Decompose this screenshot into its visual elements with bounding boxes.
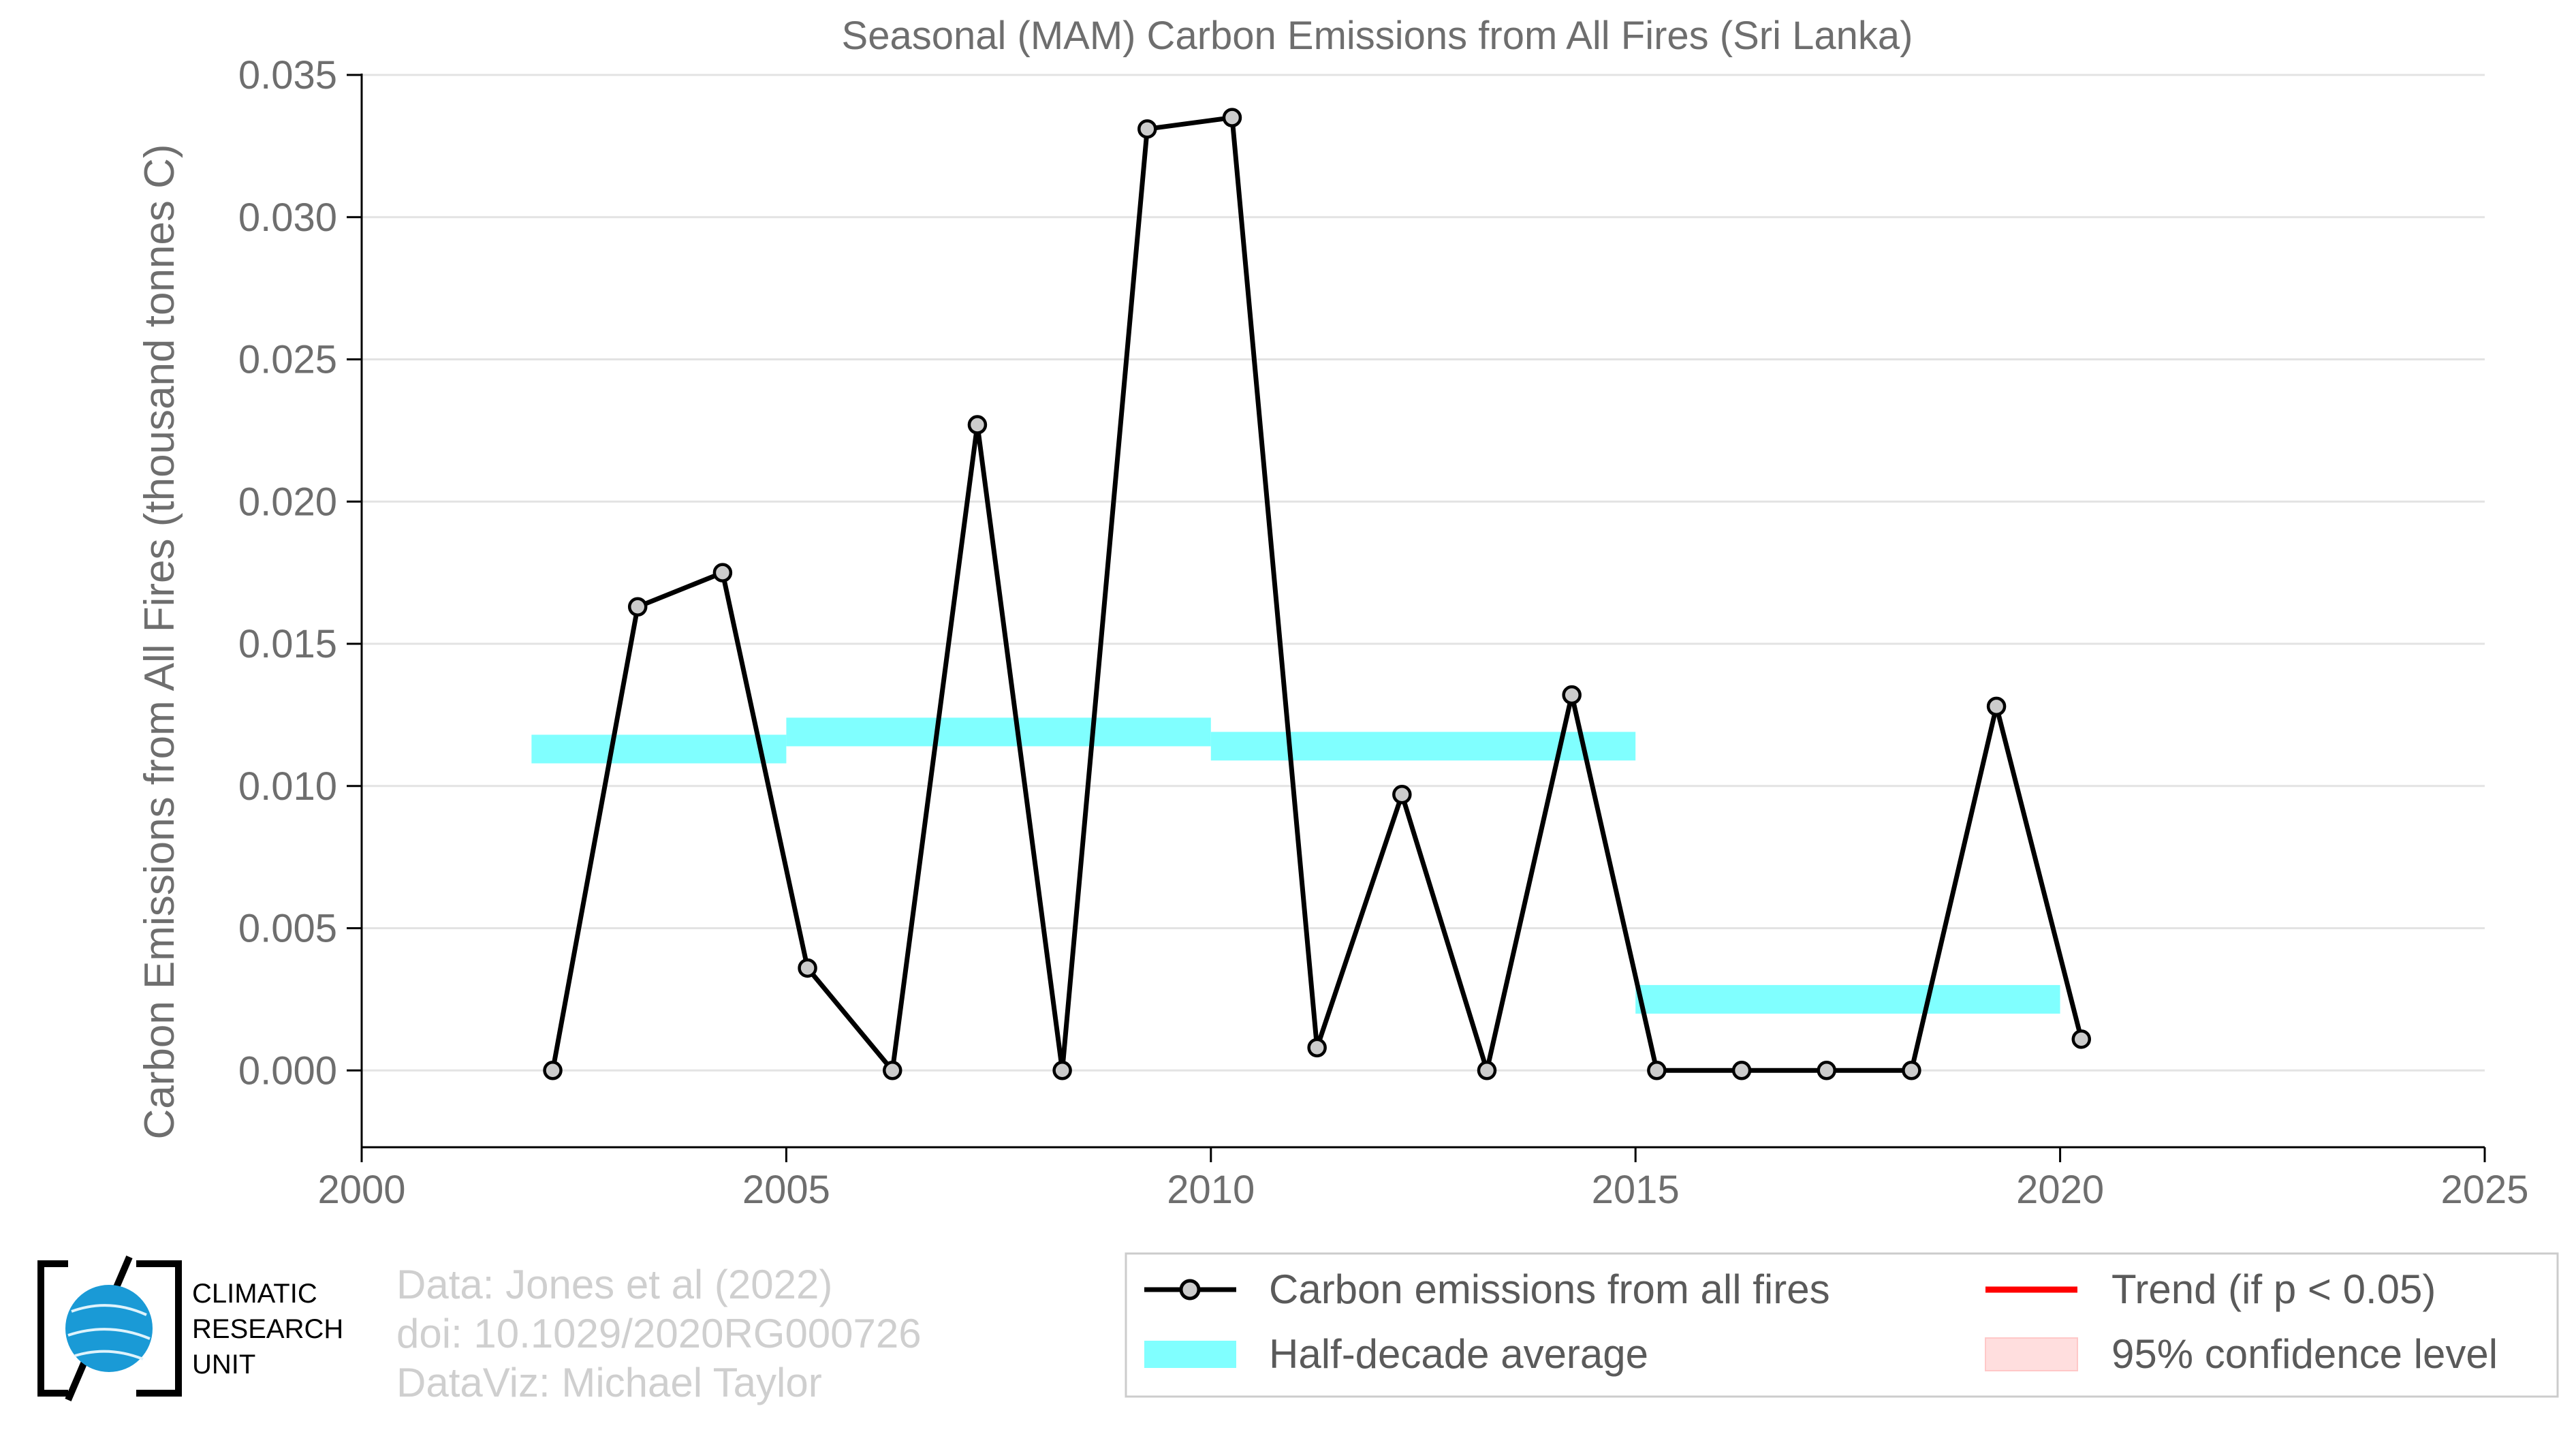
legend-marker-icon xyxy=(1179,1279,1201,1301)
data-point xyxy=(1222,108,1242,127)
x-tick-label: 2020 xyxy=(2016,1168,2104,1212)
y-tick-label: 0.035 xyxy=(238,53,337,97)
cru-logo: CLIMATIC RESEARCH UNIT xyxy=(37,1256,343,1401)
y-tick-label: 0.005 xyxy=(238,907,337,951)
half-decade-average-bar xyxy=(531,734,787,764)
logo-right-bracket xyxy=(136,1260,182,1397)
y-tick-label: 0.000 xyxy=(238,1048,337,1093)
logo-left-bracket xyxy=(37,1260,68,1397)
half-decade-average-bar xyxy=(1210,732,1636,761)
data-point xyxy=(1731,1061,1752,1080)
half-decade-average-bars xyxy=(531,717,2060,1014)
axes: 0.000 0.005 0.010 0.015 0.020 0.025 0.030 0.035… xyxy=(238,53,2529,1212)
x-tick-label: 2025 xyxy=(2440,1168,2528,1212)
x-tick-label: 2000 xyxy=(317,1168,405,1212)
series-line-layer xyxy=(543,108,2092,1080)
credit-dataviz: DataViz: Michael Taylor xyxy=(396,1360,822,1405)
data-point xyxy=(1477,1061,1497,1080)
half-decade-average-bar xyxy=(1635,984,2060,1014)
data-point xyxy=(1392,785,1412,805)
half-decade-average-bar xyxy=(786,717,1211,747)
y-tick-label: 0.030 xyxy=(238,196,337,240)
data-point xyxy=(1647,1061,1667,1080)
legend-confidence-box-icon xyxy=(1985,1337,2078,1371)
legend-half-decade-band-icon xyxy=(1144,1341,1236,1368)
legend-label-confidence: 95% confidence level xyxy=(2111,1331,2498,1377)
data-point xyxy=(798,958,817,978)
logo-text-line1: CLIMATIC xyxy=(192,1279,317,1309)
legend-label-carbon-emissions: Carbon emissions from all fires xyxy=(1269,1266,1830,1312)
y-axis-label: Carbon Emissions from All Fires (thousan… xyxy=(136,144,183,1139)
x-tick-label: 2010 xyxy=(1167,1168,1255,1212)
globe-lines-icon xyxy=(67,1304,151,1360)
data-point xyxy=(967,415,988,435)
chart-title: Seasonal (MAM) Carbon Emissions from All… xyxy=(842,14,1913,58)
data-point xyxy=(1986,696,2007,717)
x-tick-label: 2015 xyxy=(1592,1168,1680,1212)
data-point xyxy=(1137,119,1157,139)
data-point xyxy=(1052,1061,1072,1080)
credit-doi: doi: 10.1029/2020RG000726 xyxy=(396,1311,922,1356)
credit-data-source: Data: Jones et al (2022) xyxy=(396,1262,832,1307)
data-point xyxy=(1902,1061,1921,1080)
data-point xyxy=(712,563,733,582)
data-point xyxy=(1562,685,1582,705)
y-tick-label: 0.020 xyxy=(238,480,337,524)
data-point xyxy=(1817,1061,1836,1080)
legend-label-half-decade-average: Half-decade average xyxy=(1269,1331,1648,1377)
x-tick-label: 2005 xyxy=(742,1168,830,1212)
logo-text-line3: UNIT xyxy=(192,1350,255,1380)
data-point xyxy=(627,597,648,617)
data-point xyxy=(883,1061,902,1080)
y-tick-label: 0.015 xyxy=(238,622,337,666)
legend-box xyxy=(1125,1252,2559,1398)
grid-lines xyxy=(362,74,2485,1072)
legend: Carbon emissions from all fires Trend (i… xyxy=(1125,1252,2559,1398)
legend-label-trend: Trend (if p < 0.05) xyxy=(2111,1266,2436,1312)
y-tick-label: 0.010 xyxy=(238,764,337,809)
logo-text-line2: RESEARCH xyxy=(192,1314,343,1344)
y-tick-label: 0.025 xyxy=(238,338,337,382)
data-point xyxy=(2071,1029,2092,1049)
data-point xyxy=(543,1061,563,1080)
data-point xyxy=(1307,1038,1327,1058)
